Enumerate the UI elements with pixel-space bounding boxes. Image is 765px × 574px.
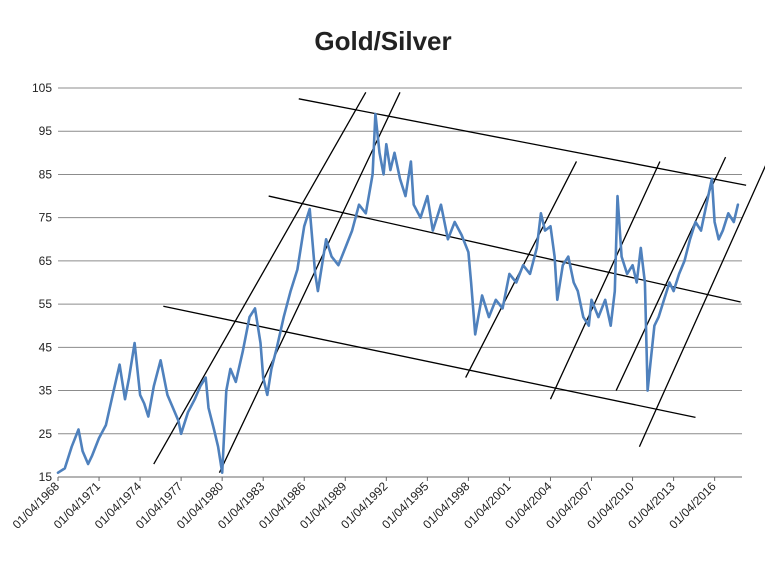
x-axis-tick-marks (57, 477, 716, 481)
y-tick-label: 65 (39, 254, 53, 268)
y-tick-label: 105 (32, 81, 52, 95)
trendline (163, 305, 696, 418)
y-tick-label: 45 (39, 340, 53, 354)
y-tick-label: 85 (39, 167, 53, 181)
trendlines (153, 92, 765, 473)
y-tick-label: 15 (39, 470, 53, 484)
gridlines (58, 87, 742, 478)
y-tick-label: 25 (39, 427, 53, 441)
series-group (56, 112, 740, 475)
chart-title: Gold/Silver (314, 26, 451, 56)
trendline (549, 161, 661, 400)
y-tick-label: 35 (39, 384, 53, 398)
trendline (218, 92, 401, 473)
trendline (298, 98, 747, 186)
x-axis-tick-labels: 01/04/196801/04/197101/04/197401/04/1977… (10, 479, 719, 532)
trendline (268, 195, 741, 303)
series-line (56, 112, 740, 475)
y-tick-label: 75 (39, 211, 53, 225)
trendline (153, 92, 367, 465)
y-tick-label: 55 (39, 297, 53, 311)
y-axis-tick-labels: 15 25 35 45 55 65 75 85 95 105 (32, 81, 52, 484)
y-tick-label: 95 (39, 124, 53, 138)
trendline (638, 165, 765, 448)
